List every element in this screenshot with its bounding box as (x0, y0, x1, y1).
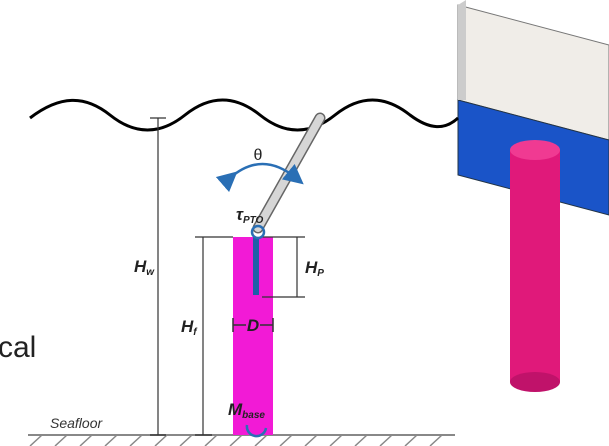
symbol: H (305, 258, 318, 277)
d-label: D (247, 316, 259, 335)
mbase-label: Mbase (228, 400, 265, 421)
symbol: M (228, 400, 243, 419)
d-dimension (232, 318, 274, 332)
symbol: H (134, 257, 147, 276)
wave (29, 98, 460, 132)
subscript: base (242, 410, 265, 421)
hatch (29, 434, 443, 446)
plate-edge (458, 0, 466, 100)
cylinder-top (510, 140, 560, 160)
render-3d (457, 0, 609, 392)
hw-label: Hw (134, 257, 155, 278)
hf-label: Hf (181, 317, 198, 338)
hf-dimension (195, 236, 233, 436)
side-text: cal (0, 331, 36, 364)
theta-arc (215, 162, 304, 193)
hp-dimension (262, 236, 305, 298)
symbol: H (181, 317, 194, 336)
theta-label: θ (254, 147, 263, 164)
symbol: τ (236, 205, 244, 224)
moment-arc (245, 424, 268, 438)
seafloor-label: Seafloor (50, 415, 103, 431)
subscript: P (317, 268, 324, 279)
cylinder (510, 150, 560, 382)
hw-dimension (150, 117, 166, 436)
pto-hinge (250, 224, 266, 240)
cylinder-bottom (510, 372, 560, 392)
flap-hinge (253, 237, 259, 295)
subscript: PTO (243, 215, 264, 226)
hp-label: HP (305, 258, 324, 279)
tau-label: τPTO (236, 205, 264, 226)
subscript: f (193, 327, 198, 338)
subscript: w (146, 267, 155, 278)
